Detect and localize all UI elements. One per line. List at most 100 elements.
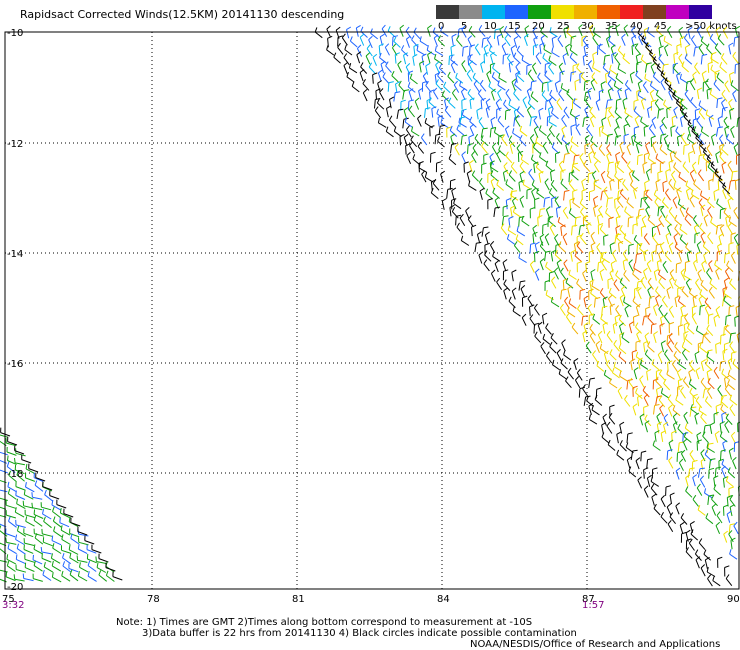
wind-barb (427, 51, 433, 64)
wind-barb (727, 222, 734, 235)
wind-barb (707, 574, 713, 587)
wind-barb (672, 412, 678, 426)
colorbar-swatch (459, 5, 482, 19)
wind-barb (584, 143, 590, 155)
wind-barb (673, 182, 682, 193)
wind-barb (687, 26, 693, 39)
wind-barb (647, 341, 655, 353)
wind-barb (337, 42, 344, 55)
wind-barb (538, 170, 544, 183)
wind-barb (648, 124, 656, 136)
wind-barb (708, 178, 714, 191)
wind-barb (616, 449, 625, 461)
wind-barb (7, 543, 17, 555)
wind-barb (25, 516, 35, 527)
wind-barb (492, 63, 500, 75)
wind-barb (550, 296, 560, 308)
wind-barb (502, 205, 509, 217)
wind-barb (672, 63, 680, 76)
wind-barb (537, 72, 544, 85)
wind-barb (720, 449, 727, 461)
wind-barb (0, 506, 7, 510)
wind-barb (488, 81, 497, 93)
wind-barb (722, 348, 728, 361)
wind-barb (644, 420, 650, 433)
wind-barb (451, 206, 459, 219)
wind-barb (469, 116, 477, 128)
wind-barb (617, 63, 627, 74)
wind-barb (668, 404, 673, 417)
lat-label: -10 (7, 28, 23, 39)
wind-barb (700, 190, 709, 201)
wind-barb (624, 305, 630, 318)
wind-barb (393, 91, 401, 102)
wind-barb (688, 538, 695, 551)
wind-barb (536, 187, 545, 199)
wind-barb (467, 143, 474, 154)
wind-barb (648, 295, 655, 307)
wind-barb (646, 368, 652, 381)
wind-barb (715, 521, 721, 535)
wind-barb (437, 136, 445, 148)
wind-barb (656, 25, 664, 37)
wind-barb (554, 250, 563, 262)
wind-barb (640, 116, 649, 128)
wind-barb (503, 279, 511, 291)
wind-barb (5, 500, 16, 509)
wind-barb (444, 97, 449, 110)
wind-barb (569, 45, 578, 56)
lat-label: -20 (7, 582, 23, 593)
wind-barb (532, 44, 539, 56)
wind-barb (653, 303, 658, 316)
wind-barb (700, 36, 709, 48)
wind-barb (690, 97, 698, 109)
wind-barb (563, 349, 572, 361)
wind-barb (643, 189, 650, 201)
wind-barb (16, 498, 26, 510)
wind-barb (566, 88, 574, 101)
wind-barb (556, 133, 563, 145)
wind-barb (607, 114, 613, 127)
wind-barb (719, 360, 726, 372)
wind-barb (613, 279, 620, 292)
wind-barb (481, 226, 489, 237)
wind-barb (404, 117, 413, 128)
wind-barb (377, 69, 383, 82)
wind-barb (414, 97, 420, 110)
wind-barb (518, 280, 526, 291)
wind-barb (607, 161, 614, 172)
wind-barb (654, 430, 660, 442)
wind-barb (395, 81, 401, 93)
wind-barb (502, 259, 508, 272)
wind-barb (562, 233, 568, 246)
wind-barb (599, 224, 607, 237)
wind-barb (721, 465, 726, 478)
wind-barb (706, 566, 716, 577)
wind-barb (372, 53, 378, 66)
time-label-right: 1:57 (582, 600, 605, 611)
wind-barb (558, 160, 564, 173)
wind-barb (703, 549, 712, 561)
wind-barb (658, 34, 664, 47)
wind-barb (460, 235, 470, 246)
wind-barb (25, 482, 35, 493)
wind-barb (461, 98, 467, 110)
wind-barb (52, 516, 62, 528)
wind-barb (417, 114, 422, 127)
wind-barb (732, 89, 737, 103)
wind-barb (637, 476, 643, 489)
wind-barb (704, 396, 712, 408)
wind-barb (6, 461, 16, 473)
latitude-labels: -10 -12 -14 -16 -18 -20 (7, 28, 23, 593)
wind-barb (0, 459, 7, 464)
wind-barb (0, 578, 7, 583)
wind-barb (699, 140, 707, 153)
wind-barb (504, 34, 511, 47)
wind-barb (598, 144, 606, 157)
wind-barb (706, 154, 715, 167)
wind-barb (527, 69, 535, 82)
wind-barb (685, 278, 692, 291)
wind-barb (730, 431, 737, 444)
wind-barb (434, 133, 441, 145)
wind-barb (621, 152, 628, 164)
